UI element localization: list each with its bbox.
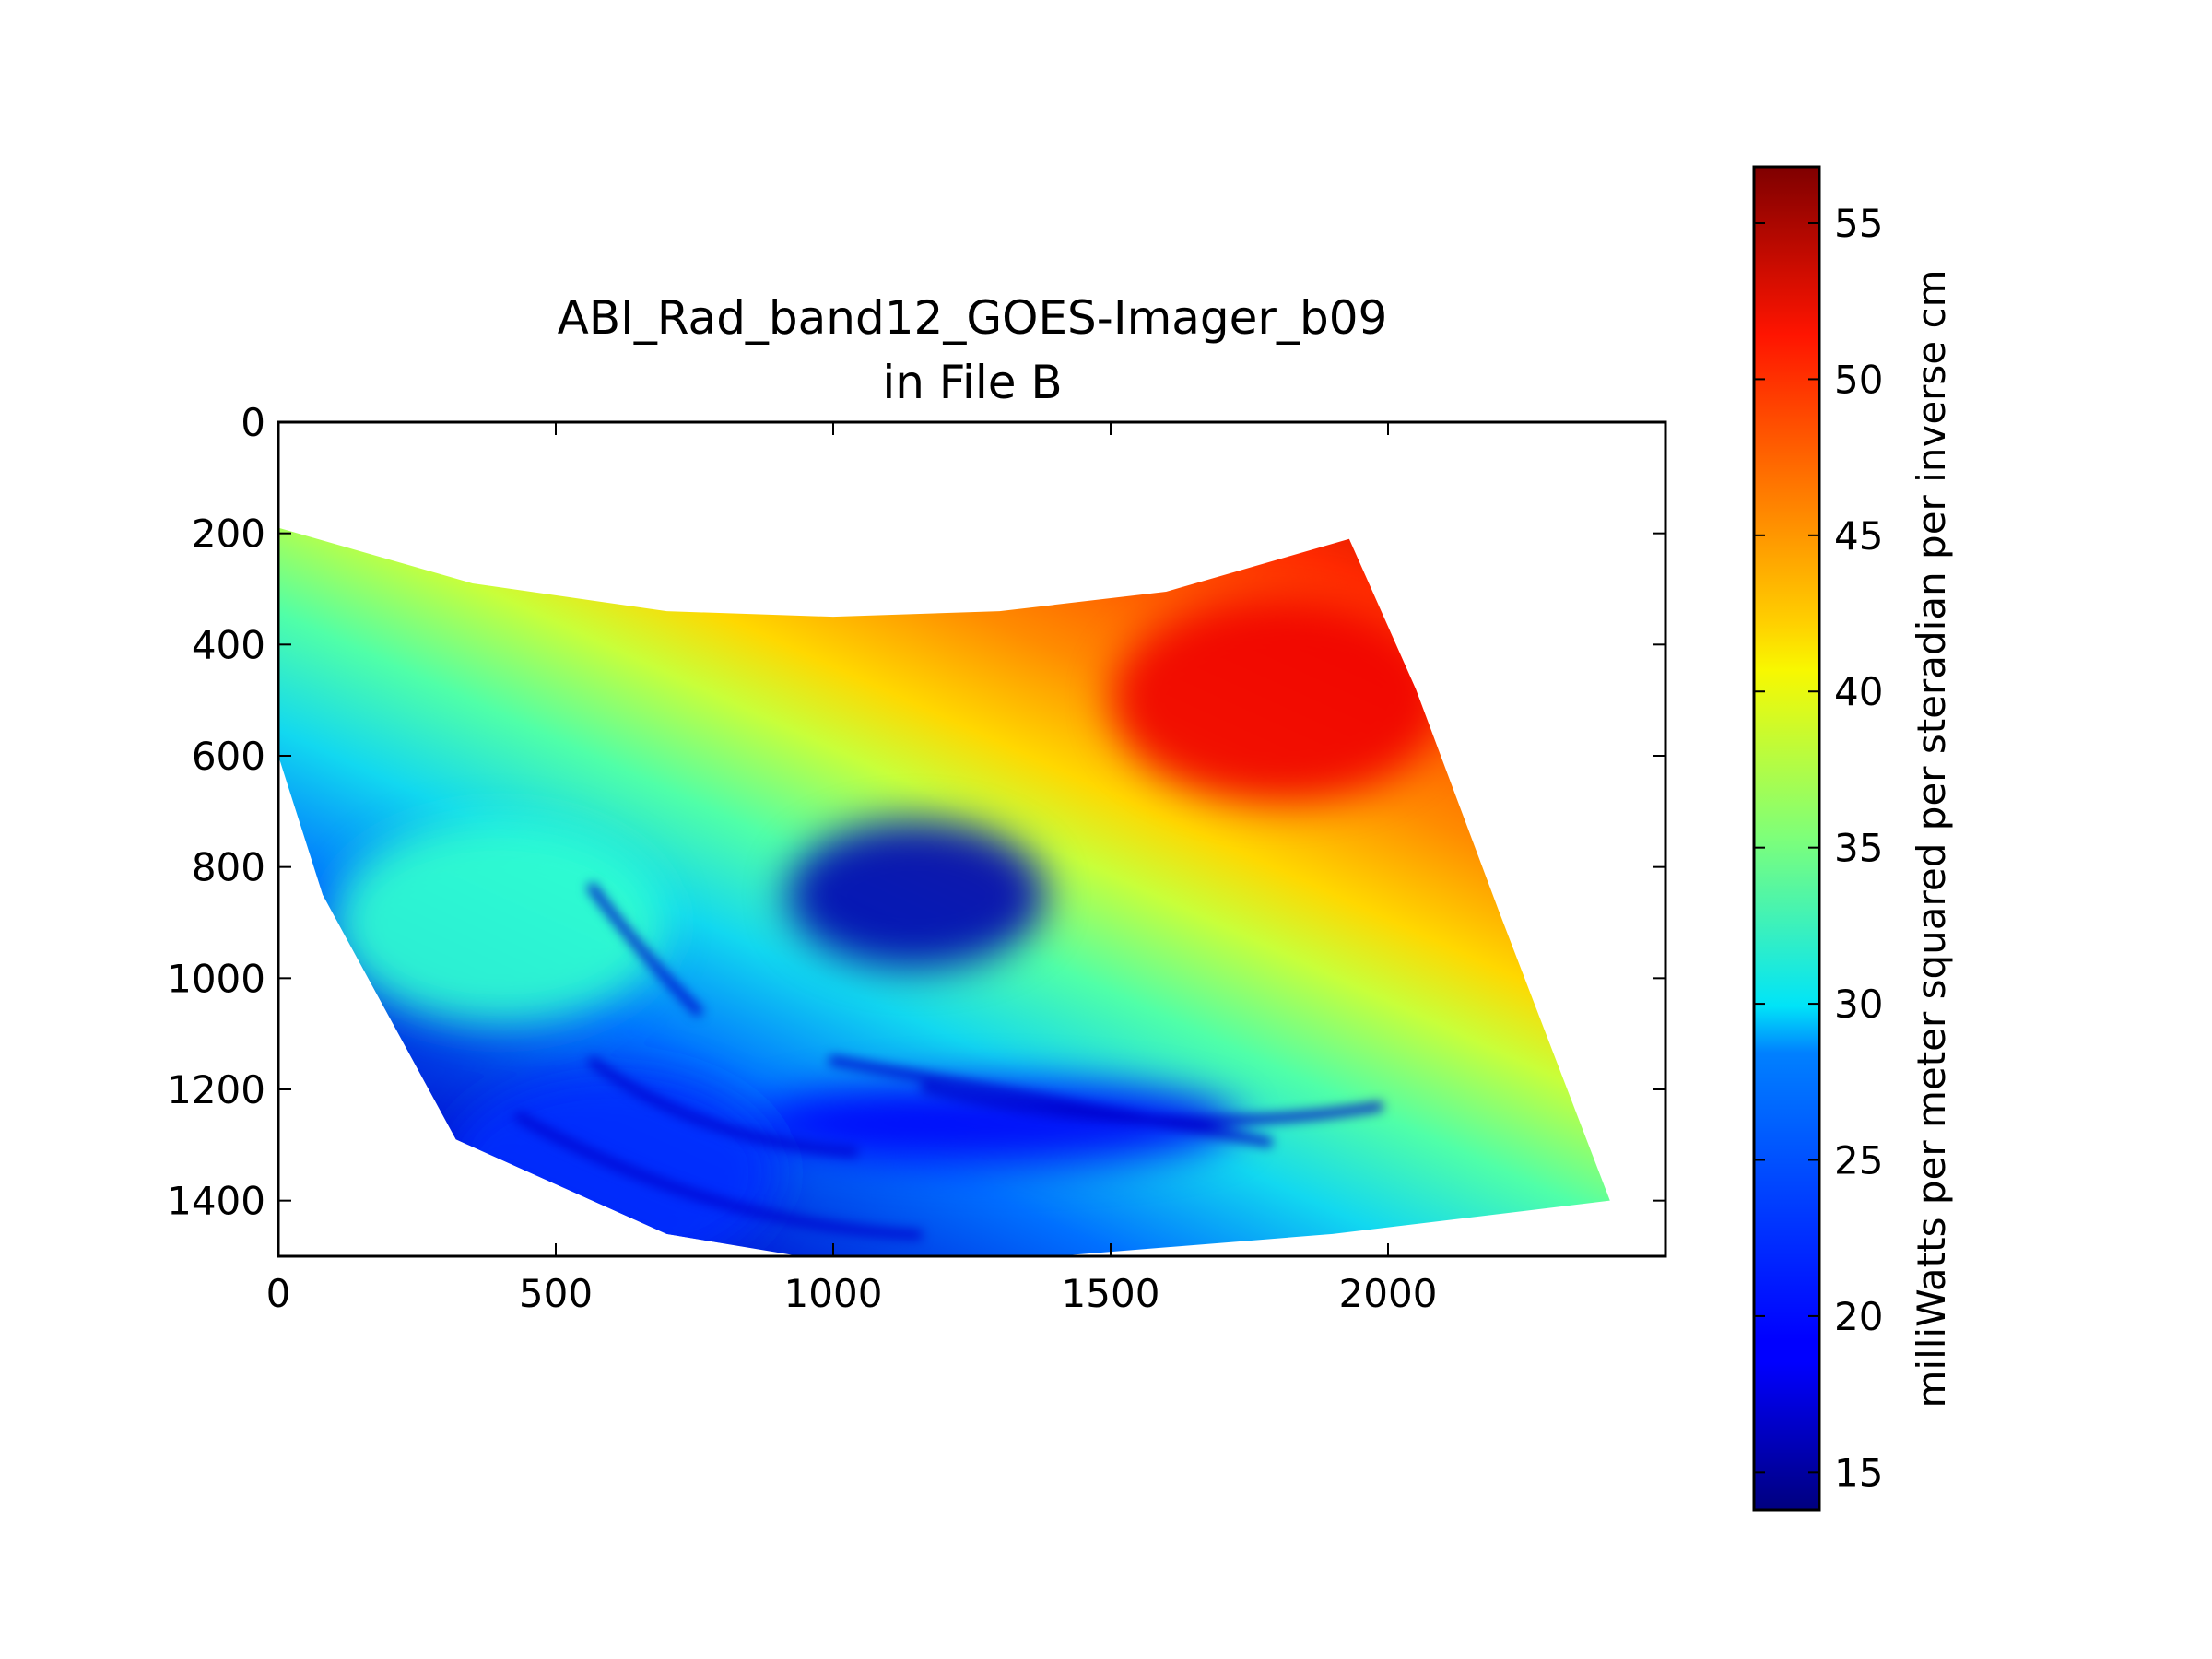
- x-tick-label: 0: [266, 1271, 291, 1316]
- plot-area: 0 500 1000 1500 2000 0 200 400 600 800 1000 1200 14…: [167, 400, 1667, 1316]
- chart-title: ABI_Rad_band12_GOES-Imager_b09 in File B: [558, 291, 1388, 409]
- field-feature: [759, 1081, 1240, 1165]
- y-tick-label: 1200: [167, 1067, 265, 1112]
- y-tick-label: 600: [192, 734, 265, 779]
- colorbar-tick-label: 35: [1834, 826, 1883, 871]
- colorbar-tick-label: 55: [1834, 201, 1883, 246]
- y-tick-label: 400: [192, 622, 265, 667]
- field-feature: [1111, 598, 1443, 802]
- cold-band-stroke: [513, 1111, 923, 1240]
- colorbar: 15 20 25 30 35 40 45 50 55 milliWatts per meter …: [1752, 165, 1954, 1512]
- y-tick-label: 0: [241, 400, 265, 445]
- colorbar-tick-label: 45: [1834, 513, 1883, 559]
- chart-title-line-1: ABI_Rad_band12_GOES-Imager_b09: [558, 291, 1388, 345]
- colorbar-label: milliWatts per meter squared per steradi…: [1909, 269, 1954, 1407]
- colorbar-tick-label: 30: [1834, 982, 1883, 1027]
- colorbar-gradient: [1752, 165, 1821, 1512]
- colorbar-ticks: 15 20 25 30 35 40 45 50 55: [1754, 201, 1883, 1495]
- colorbar-tick-label: 20: [1834, 1294, 1883, 1339]
- chart-title-line-2: in File B: [882, 356, 1062, 409]
- colorbar-tick-label: 15: [1834, 1450, 1883, 1495]
- cold-band-stroke: [829, 1055, 1273, 1147]
- colorbar-tick-label: 50: [1834, 357, 1883, 402]
- y-axis: 0 200 400 600 800 1000 1200 1400: [167, 400, 1665, 1224]
- y-tick-label: 1400: [167, 1179, 265, 1224]
- y-tick-label: 800: [192, 845, 265, 890]
- plot-frame: [276, 420, 1667, 1258]
- colorbar-tick-label: 40: [1834, 669, 1883, 714]
- radiance-field: [278, 527, 1610, 1256]
- field-feature: [787, 820, 1046, 969]
- x-axis: 0 500 1000 1500 2000: [266, 422, 1438, 1316]
- cold-band-stroke: [586, 881, 704, 1018]
- colorbar-tick-label: 25: [1834, 1138, 1883, 1183]
- x-tick-label: 500: [519, 1271, 593, 1316]
- cold-band-stroke: [587, 1055, 858, 1157]
- x-tick-label: 1000: [784, 1271, 883, 1316]
- field-feature: [334, 821, 666, 1024]
- cold-band-stroke: [920, 1083, 1383, 1125]
- y-tick-label: 200: [192, 512, 265, 557]
- field-features: [334, 598, 1443, 1256]
- x-tick-label: 2000: [1339, 1271, 1438, 1316]
- y-tick-label: 1000: [167, 956, 265, 1001]
- field-detail: [513, 881, 1383, 1240]
- x-tick-label: 1500: [1062, 1271, 1160, 1316]
